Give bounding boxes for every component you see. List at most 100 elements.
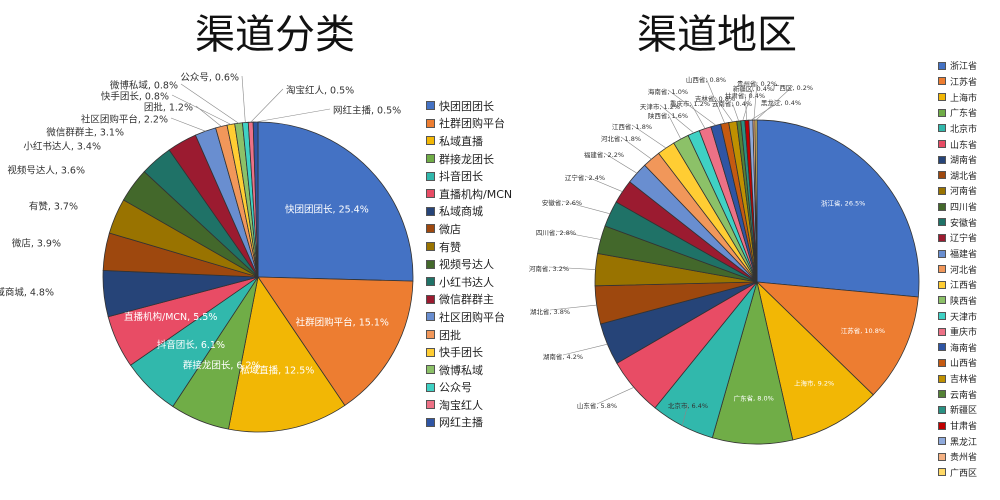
legend1-item-7: 微店 [426, 220, 512, 238]
legend1-item-11: 微信群群主 [426, 291, 512, 309]
pie2-leader-line-9 [555, 230, 601, 240]
legend2-label-4: 北京市 [950, 124, 978, 135]
pie2-leader-line-4 [681, 403, 689, 426]
legend2-label-11: 辽宁省 [950, 234, 978, 245]
legend2-swatch-18 [938, 343, 946, 352]
pie1-data-label-10: 小红书达人, 3.4% [23, 141, 101, 153]
legend1-label-4: 抖音团长 [439, 170, 483, 184]
legend1-item-8: 有赞 [426, 238, 512, 256]
pie2-data-label-4: 北京市, 6.4% [668, 401, 708, 410]
legend1-swatch-1 [426, 118, 435, 128]
pie1-data-label-14: 快手团长, 0.8% [101, 91, 169, 103]
legend2-label-23: 甘肃省 [950, 422, 978, 433]
legend1-label-15: 微博私域 [439, 363, 483, 377]
legend1-label-17: 淘宝红人 [439, 398, 483, 412]
legend2-swatch-4 [938, 124, 946, 133]
legend2-label-18: 海南省 [950, 343, 978, 354]
pie2-leader-line-8 [548, 266, 596, 270]
legend1-label-5: 直播机构/MCN [439, 187, 513, 201]
legend2-swatch-3 [938, 108, 946, 117]
legend2-item-17: 重庆市 [938, 324, 977, 340]
legend1-swatch-6 [426, 206, 435, 216]
pie2-data-label-26: 广西区, 0.2% [773, 83, 813, 92]
legend2-swatch-23 [938, 421, 946, 430]
legend2-item-24: 黑龙江 [938, 433, 977, 449]
pie1-data-label-7: 微店, 3.9% [12, 238, 61, 250]
legend2-label-17: 重庆市 [950, 328, 978, 339]
pie2-data-label-19: 山西省, 0.8% [686, 75, 726, 84]
legend1-item-3: 群接龙团长 [426, 150, 512, 168]
pie1-slice-1 [257, 276, 414, 406]
pie2-leader-line-18 [667, 89, 716, 126]
legend2-swatch-9 [938, 202, 946, 211]
pie2-data-label-16: 天津市, 1.2% [640, 102, 680, 111]
legend2-swatch-24 [938, 437, 946, 446]
pie2-leader-line-14 [631, 124, 667, 149]
legend2-item-14: 江西省 [938, 277, 977, 293]
pie2-data-label-9: 四川省, 2.8% [536, 228, 576, 237]
legend2-label-8: 河南省 [950, 187, 978, 198]
pie2-data-label-21: 云南省, 0.4% [712, 99, 752, 108]
legend2-item-1: 江苏省 [938, 74, 977, 90]
pie2-data-label-20: 吉林省, 0.8% [695, 94, 735, 103]
legend2-label-12: 福建省 [950, 250, 978, 260]
pie1-data-label-18: 网红主播, 0.5% [333, 105, 401, 117]
legend1-item-1: 社群团购平台 [426, 115, 512, 133]
legend1-swatch-0 [426, 101, 435, 111]
pie2-leader-line-20 [714, 96, 733, 122]
legend2-label-13: 河北省 [950, 265, 978, 276]
pie2-leader-line-22 [742, 86, 754, 121]
pie1-data-label-3: 群接龙团长, 6.2% [183, 360, 261, 372]
legend1-label-8: 有赞 [439, 240, 461, 254]
legend2-label-5: 山东省 [950, 140, 978, 151]
legend1-item-4: 抖音团长 [426, 167, 512, 185]
pie1-data-label-13: 团批, 1.2% [144, 102, 193, 114]
pie2-leader-line-15 [667, 113, 682, 140]
pie1-data-label-11: 微信群群主, 3.1% [46, 127, 124, 139]
legend1-item-5: 直播机构/MCN [426, 185, 512, 203]
pie2-data-label-24: 黑龙江, 0.4% [761, 98, 801, 107]
pie2-data-label-6: 湖南省, 4.2% [543, 352, 583, 361]
legend1-item-6: 私域商城 [426, 203, 512, 221]
pie2-data-label-10: 安徽省, 2.6% [542, 198, 582, 207]
pie1-data-label-0: 快团团团长, 25.4% [285, 204, 369, 216]
legend2-item-26: 广西区 [938, 465, 977, 481]
legend1-swatch-8 [426, 242, 435, 252]
pie2-data-label-17: 重庆市, 1.2% [670, 99, 710, 108]
pie2-leader-line-12 [603, 152, 638, 174]
legend2-label-2: 上海市 [950, 93, 978, 104]
pie2-data-label-22: 新疆区, 0.4% [733, 84, 773, 93]
legend1-item-9: 视频号达人 [426, 255, 512, 273]
legend2-item-2: 上海市 [938, 89, 977, 105]
legend2-item-21: 云南省 [938, 386, 977, 402]
legend1-label-2: 私域直播 [439, 134, 483, 148]
legend1-swatch-7 [426, 224, 435, 234]
pie2-leader-line-23 [744, 93, 748, 121]
legend1-swatch-14 [426, 347, 435, 357]
pie1-data-label-9: 视频号达人, 3.6% [7, 165, 85, 177]
pie2-leader-line-7 [549, 304, 597, 311]
pie2-data-label-23: 甘肃省, 0.4% [725, 91, 765, 100]
legend1-label-12: 社区团购平台 [439, 310, 505, 324]
legend1-swatch-15 [426, 365, 435, 375]
pie2-slice-0 [756, 119, 920, 298]
pie2-leader-line-5 [596, 387, 635, 405]
legend2-swatch-5 [938, 140, 946, 149]
legend2-label-16: 天津市 [950, 312, 978, 323]
legend2-label-25: 贵州省 [950, 453, 978, 464]
pie2-leader-line-26 [755, 85, 794, 121]
legend2-item-25: 贵州省 [938, 449, 977, 465]
legend2-item-12: 福建省 [938, 246, 977, 262]
pie1-slice-2 [227, 275, 346, 433]
pie2-data-label-3: 广东省, 8.0% [734, 394, 774, 403]
pie1-data-label-17: 淘宝红人, 0.5% [286, 85, 354, 97]
pie1-data-label-8: 有赞, 3.7% [29, 201, 78, 213]
legend2-item-18: 海南省 [938, 340, 977, 356]
legend1-swatch-3 [426, 154, 435, 164]
legend1-label-9: 视频号达人 [439, 258, 494, 272]
pie2-data-label-12: 福建省, 2.2% [584, 150, 624, 159]
legend1-swatch-4 [426, 171, 435, 181]
pie2-data-label-18: 海南省, 1.0% [648, 87, 688, 96]
